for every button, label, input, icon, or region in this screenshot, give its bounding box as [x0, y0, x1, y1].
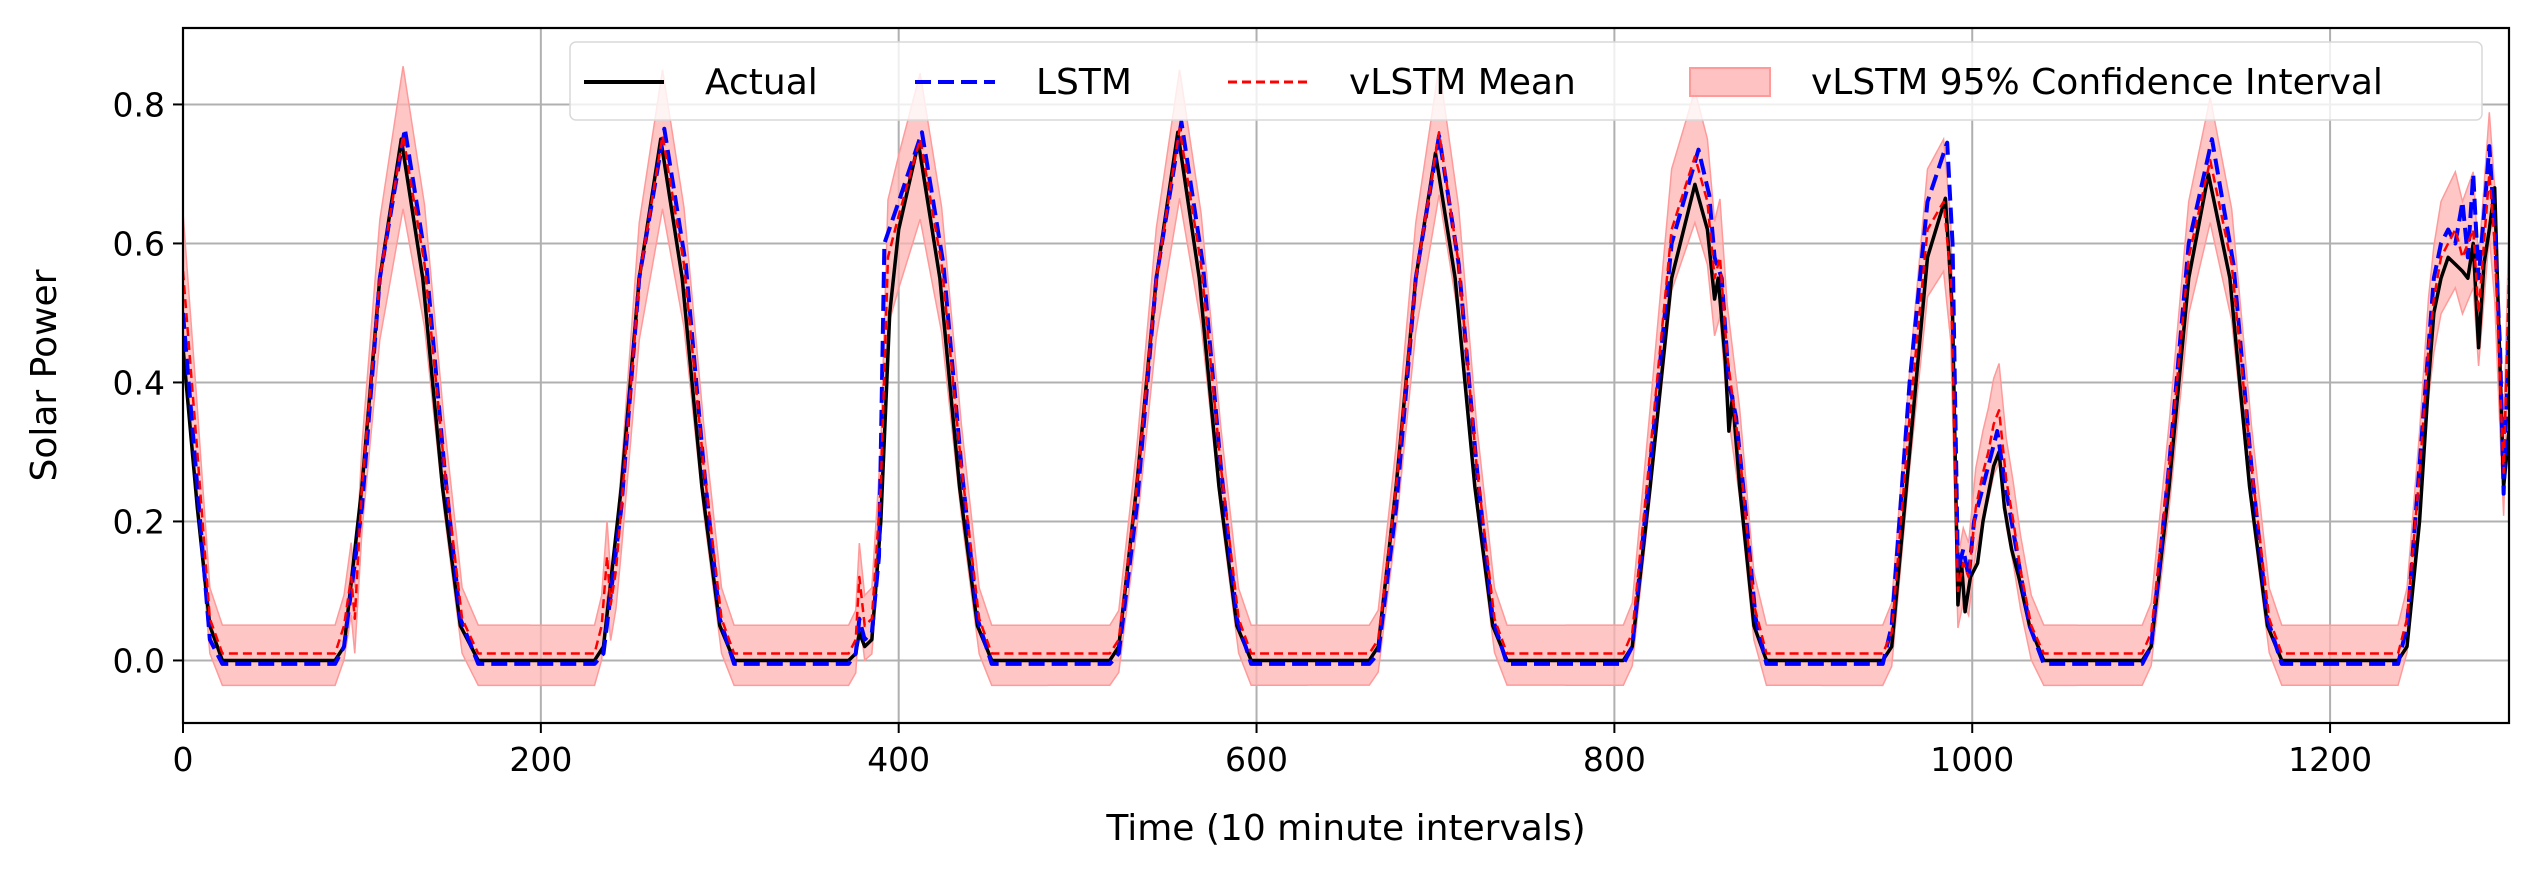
y-tick-label: 0.4	[113, 363, 165, 402]
x-tick-label: 1200	[2288, 740, 2372, 779]
plot-frame	[181, 26, 2511, 725]
legend-box	[569, 41, 2483, 121]
series-lines	[183, 119, 2509, 666]
axis-ticks: 0 200 400 600 800 1000 1200 0.0 0.2 0.4 0.6 0.8	[113, 85, 2373, 779]
x-tick-label: 600	[1225, 740, 1288, 779]
x-tick-label: 0	[173, 740, 194, 779]
legend-label: vLSTM Mean	[1349, 62, 1576, 103]
x-tick-label: 800	[1583, 740, 1646, 779]
x-tick-label: 400	[867, 740, 930, 779]
actual-line	[183, 130, 2509, 663]
x-axis-title: Time (10 minute intervals)	[1105, 808, 1585, 849]
x-tick-label: 1000	[1930, 740, 2014, 779]
y-tick-label: 0.2	[113, 502, 165, 541]
legend-label: Actual	[705, 62, 818, 103]
legend: Actual LSTM vLSTM Mean vLSTM 95% Confidence…	[569, 41, 2483, 121]
y-tick-label: 0.8	[113, 85, 165, 124]
legend-label: vLSTM 95% Confidence Interval	[1811, 62, 2383, 103]
legend-swatch-ci	[1689, 67, 1771, 97]
x-tick-label: 200	[509, 740, 572, 779]
y-tick-label: 0.0	[113, 641, 165, 680]
legend-label: LSTM	[1036, 62, 1132, 103]
y-axis-title: Solar Power	[24, 269, 65, 481]
vlstm-mean-line	[183, 127, 2509, 655]
y-tick-label: 0.6	[113, 224, 165, 263]
